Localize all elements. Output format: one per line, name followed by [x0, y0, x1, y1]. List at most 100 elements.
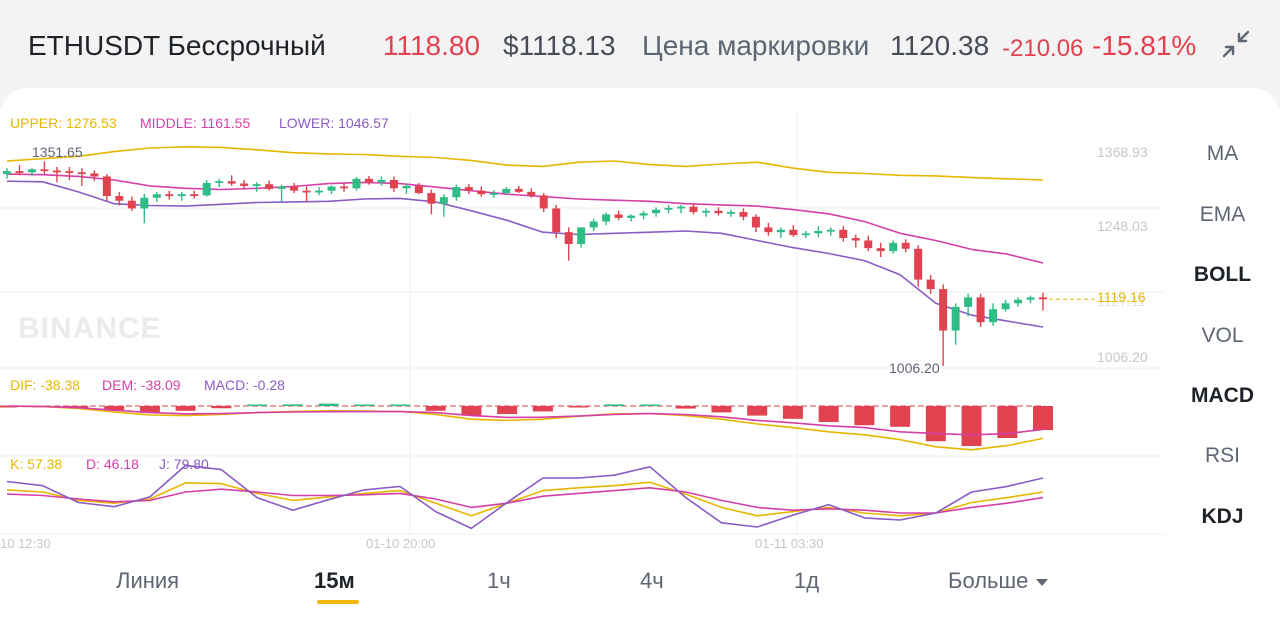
candle-body	[851, 238, 860, 241]
macd-histogram-bar	[211, 406, 232, 409]
candle-body	[252, 184, 261, 186]
candle-body	[951, 306, 960, 331]
macd-histogram-bar	[640, 404, 661, 406]
price-axis-label: 1006.20	[1097, 349, 1148, 365]
binance-watermark: BINANCE	[18, 312, 162, 345]
candle-body	[277, 186, 286, 189]
kdj-d-line	[6, 486, 1044, 514]
boll-lower-line	[6, 180, 1044, 328]
candlestick-chart[interactable]: UPPER: 1276.53 MIDDLE: 1161.55 LOWER: 10…	[0, 88, 1165, 550]
candle-body	[1039, 297, 1047, 300]
macd-histogram-bar	[675, 406, 696, 409]
candle-body	[577, 227, 586, 245]
tab-more[interactable]: Больше	[948, 568, 1049, 594]
candle-body	[664, 207, 673, 210]
candle-body	[1001, 303, 1010, 310]
legend-upper: UPPER: 1276.53	[10, 115, 117, 131]
chart-grid	[0, 113, 1165, 535]
candle-body	[377, 180, 386, 183]
candle-body	[751, 216, 760, 228]
indicator-rsi[interactable]: RSI	[1204, 444, 1240, 467]
candle-body	[352, 178, 361, 189]
candle-body	[489, 193, 498, 195]
candle-body	[364, 178, 373, 183]
tab-15m[interactable]: 15м	[314, 568, 355, 593]
candle-body	[502, 188, 511, 194]
candle-body	[689, 206, 698, 213]
candle-body	[302, 190, 311, 193]
indicator-boll[interactable]: BOLL	[1193, 263, 1252, 286]
ticker-header: ETHUSDT Бессрочный 1118.80 $1118.13 Цена…	[0, 0, 1280, 88]
usd-price: $1118.13	[503, 30, 616, 61]
candle-body	[826, 229, 835, 232]
candle-body	[202, 182, 211, 196]
tab-1h[interactable]: 1ч	[487, 568, 511, 593]
macd-histogram-bar	[997, 406, 1018, 438]
candle-body	[127, 200, 136, 209]
candle-body	[15, 171, 24, 173]
candle-body	[340, 186, 349, 189]
legend-macd: MACD: -0.28	[204, 377, 285, 393]
candle-body	[801, 233, 810, 236]
kdj-indicator	[6, 464, 1044, 530]
mark-price-label: Цена маркировки	[642, 30, 870, 61]
tab-line[interactable]: Линия	[116, 568, 180, 593]
indicator-ma[interactable]: MA	[1206, 142, 1239, 165]
candle-body	[776, 229, 785, 233]
candle-body	[414, 185, 423, 194]
macd-indicator	[0, 403, 1053, 451]
candle-body	[876, 248, 885, 252]
macd-histogram-bar	[389, 404, 410, 406]
candle-body	[589, 221, 598, 228]
candle-body	[3, 171, 11, 175]
macd-histogram-bar	[711, 406, 732, 413]
tab-4h[interactable]: 4ч	[640, 568, 664, 593]
tab-1d[interactable]: 1д	[794, 568, 820, 593]
candles	[3, 161, 1097, 366]
macd-histogram-bar	[104, 406, 125, 411]
candle-body	[964, 297, 973, 307]
candle-body	[789, 229, 798, 236]
candle-body	[514, 188, 523, 192]
candle-body	[939, 289, 948, 331]
candle-body	[177, 194, 186, 197]
candle-body	[627, 215, 636, 218]
candle-body	[52, 170, 61, 173]
collapse-icon[interactable]	[1222, 30, 1250, 58]
macd-histogram-bar	[925, 406, 946, 442]
candle-body	[926, 279, 935, 290]
candle-body	[402, 185, 411, 189]
indicator-kdj[interactable]: KDJ	[1201, 505, 1244, 528]
candle-body	[839, 229, 848, 239]
candle-body	[240, 183, 249, 186]
candle-body	[327, 186, 336, 191]
macd-histogram-bar	[1033, 406, 1053, 430]
macd-histogram-bar	[747, 406, 768, 416]
macd-histogram-bar	[604, 404, 625, 406]
legend-lower: LOWER: 1046.57	[279, 115, 389, 131]
symbol-title[interactable]: ETHUSDT Бессрочный	[28, 30, 326, 61]
price-axis-label: 1368.93	[1097, 144, 1148, 160]
indicator-ema[interactable]: EMA	[1199, 203, 1246, 226]
chart-labels: UPPER: 1276.53 MIDDLE: 1161.55 LOWER: 10…	[0, 115, 1148, 550]
candle-body	[639, 213, 648, 216]
candle-body	[602, 214, 611, 222]
high-annotation: 1351.65	[32, 144, 83, 160]
indicator-macd[interactable]: MACD	[1191, 384, 1254, 407]
candle-body	[427, 193, 436, 204]
timeframe-tabs: Линия 15м 1ч 4ч 1д Больше	[0, 560, 1280, 610]
candle-body	[315, 190, 324, 193]
legend-dif: DIF: -38.38	[10, 377, 80, 393]
candle-body	[564, 232, 573, 245]
candle-body	[27, 169, 36, 173]
indicator-vol[interactable]: VOL	[1201, 324, 1244, 347]
legend-d: D: 46.18	[86, 456, 139, 472]
candle-body	[1026, 297, 1035, 300]
candle-body	[1014, 299, 1023, 304]
candle-body	[527, 191, 536, 196]
candle-body	[464, 187, 473, 191]
candle-body	[539, 195, 548, 209]
chevron-down-icon	[1036, 578, 1049, 586]
candle-body	[290, 186, 299, 191]
legend-middle: MIDDLE: 1161.55	[140, 115, 250, 131]
